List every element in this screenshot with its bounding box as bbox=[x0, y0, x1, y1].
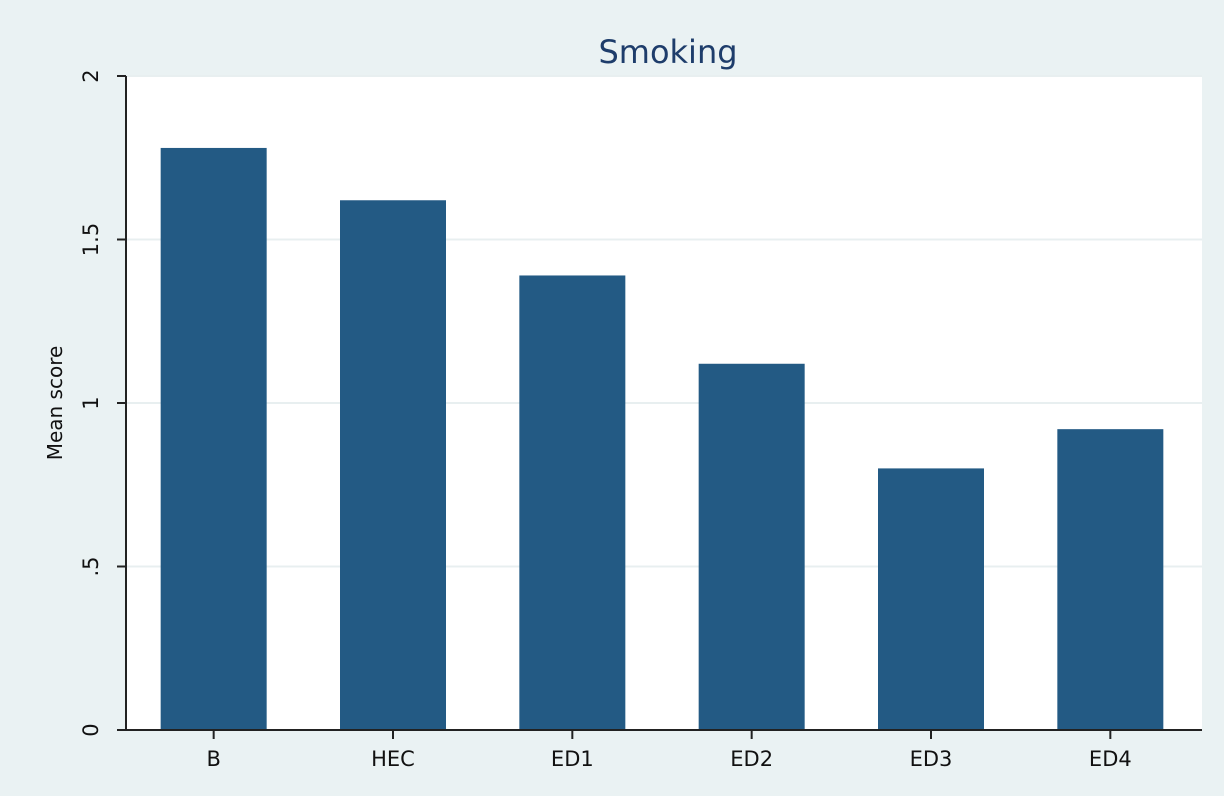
bar-ed3 bbox=[878, 468, 984, 730]
y-axis-title: Mean score bbox=[43, 346, 67, 461]
y-tick-label: 1.5 bbox=[79, 223, 103, 256]
x-tick-label: B bbox=[206, 747, 220, 771]
bar-ed4 bbox=[1057, 429, 1164, 730]
chart-title: Smoking bbox=[598, 33, 737, 71]
bars bbox=[160, 147, 1164, 730]
bar-hec bbox=[340, 200, 446, 730]
y-axis-ticks: 0 .5 1 1.5 2 bbox=[79, 69, 126, 737]
x-tick-label: HEC bbox=[371, 747, 415, 771]
x-tick-label: ED1 bbox=[551, 747, 594, 771]
y-tick-label: .5 bbox=[79, 556, 103, 576]
x-tick-label: ED4 bbox=[1089, 747, 1132, 771]
x-axis-ticks: B HEC ED1 ED2 ED3 ED4 bbox=[206, 730, 1132, 771]
bar-ed1 bbox=[519, 275, 626, 730]
y-tick-label: 1 bbox=[79, 396, 103, 409]
x-tick-label: ED2 bbox=[730, 747, 773, 771]
grid-lines bbox=[126, 75, 1202, 568]
x-tick-label: ED3 bbox=[910, 747, 953, 771]
y-tick-label: 0 bbox=[79, 723, 103, 736]
bar-b bbox=[160, 147, 267, 730]
bar-ed2 bbox=[698, 363, 805, 730]
y-tick-label: 2 bbox=[79, 69, 103, 82]
